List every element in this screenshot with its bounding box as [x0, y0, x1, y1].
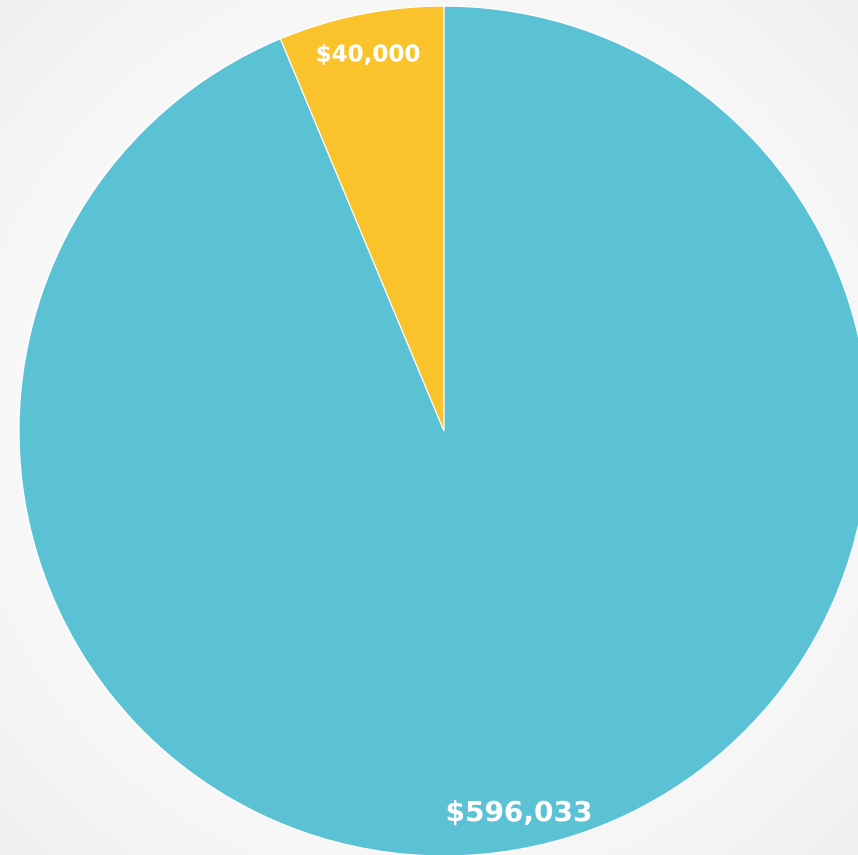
- pie-slice-0: [18, 5, 858, 855]
- pie-slice-1: [279, 5, 445, 432]
- pie-slice-label-0: $596,033: [445, 795, 592, 828]
- pie-slice-label-1: $40,000: [316, 42, 421, 68]
